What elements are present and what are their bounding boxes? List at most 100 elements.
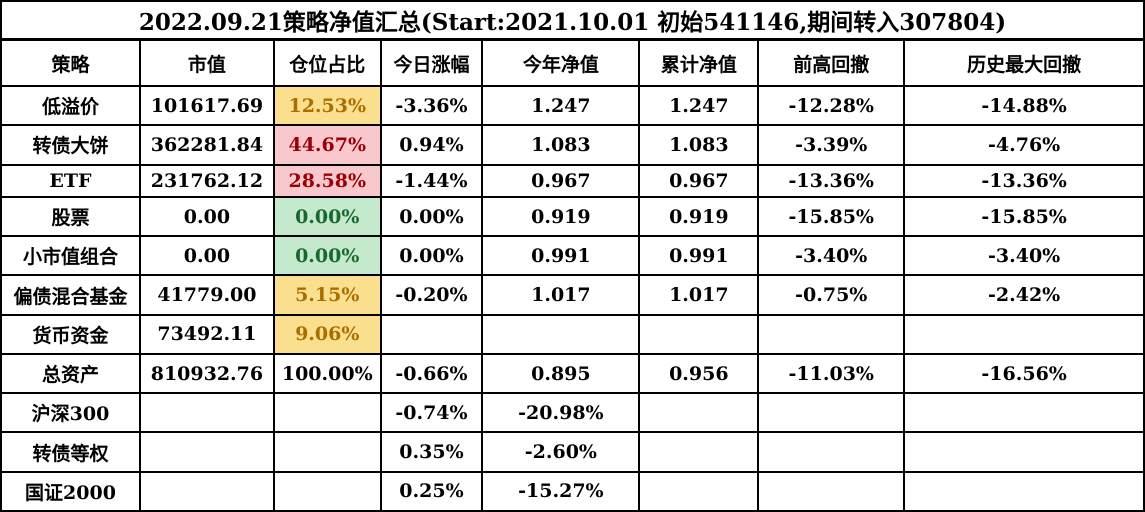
cell-max-drawdown: [903, 392, 1145, 434]
cell-ytd-nav: 0.895: [481, 352, 641, 395]
cell-max-drawdown: -2.42%: [903, 274, 1145, 316]
cell-today-change: -1.44%: [379, 163, 484, 198]
cell-position-pct: 9.06%: [272, 313, 382, 355]
cell-market-value: 73492.11: [138, 313, 275, 355]
cell-max-drawdown: -4.76%: [903, 124, 1145, 166]
cell-today-change: -3.36%: [379, 84, 484, 127]
header-row: 策略 市值 仓位占比 今日涨幅 今年净值 累计净值 前高回撤 历史最大回撤: [0, 38, 1145, 87]
cell-drawdown-from-high: [757, 392, 906, 434]
header-cumulative-nav: 累计净值: [638, 38, 760, 87]
cell-drawdown-from-high: -15.85%: [757, 195, 906, 238]
cell-position-pct: 5.15%: [272, 274, 382, 316]
cell-cumulative-nav: [638, 470, 760, 512]
cell-strategy: 低溢价: [0, 84, 141, 127]
cell-max-drawdown: -3.40%: [903, 235, 1145, 277]
cell-max-drawdown: -15.85%: [903, 195, 1145, 238]
cell-strategy: 股票: [0, 195, 141, 238]
cell-strategy: 货币资金: [0, 313, 141, 355]
sheet-title: 2022.09.21策略净值汇总(Start:2021.10.01 初始5411…: [0, 0, 1145, 41]
cell-drawdown-from-high: -13.36%: [757, 163, 906, 198]
cell-drawdown-from-high: [757, 470, 906, 512]
cell-cumulative-nav: 1.083: [638, 124, 760, 166]
cell-cumulative-nav: 0.991: [638, 235, 760, 277]
header-max-drawdown: 历史最大回撤: [903, 38, 1145, 87]
table-row: 总资产 810932.76 100.00% -0.66% 0.895 0.956…: [0, 352, 1145, 395]
cell-market-value: [138, 431, 275, 473]
cell-cumulative-nav: 1.017: [638, 274, 760, 316]
cell-strategy: 总资产: [0, 352, 141, 395]
cell-position-pct: [272, 470, 382, 512]
cell-ytd-nav: 1.083: [481, 124, 641, 166]
cell-ytd-nav: [481, 313, 641, 355]
cell-strategy: ETF: [0, 163, 141, 198]
cell-today-change: 0.00%: [379, 195, 484, 238]
cell-position-pct: 44.67%: [272, 124, 382, 166]
cell-strategy: 国证2000: [0, 470, 141, 512]
cell-position-pct: [272, 431, 382, 473]
cell-max-drawdown: [903, 313, 1145, 355]
cell-market-value: 41779.00: [138, 274, 275, 316]
cell-today-change: -0.74%: [379, 392, 484, 434]
cell-today-change: 0.25%: [379, 470, 484, 512]
cell-today-change: -0.66%: [379, 352, 484, 395]
cell-market-value: 0.00: [138, 195, 275, 238]
cell-market-value: 810932.76: [138, 352, 275, 395]
cell-position-pct: 12.53%: [272, 84, 382, 127]
table-row: 转债大饼 362281.84 44.67% 0.94% 1.083 1.083 …: [0, 124, 1145, 166]
cell-today-change: [379, 313, 484, 355]
header-market-value: 市值: [138, 38, 275, 87]
cell-max-drawdown: -14.88%: [903, 84, 1145, 127]
cell-max-drawdown: -13.36%: [903, 163, 1145, 198]
cell-position-pct: 100.00%: [272, 352, 382, 395]
cell-position-pct: 28.58%: [272, 163, 382, 198]
cell-cumulative-nav: 0.967: [638, 163, 760, 198]
title-row: 2022.09.21策略净值汇总(Start:2021.10.01 初始5411…: [0, 0, 1145, 41]
cell-ytd-nav: 1.247: [481, 84, 641, 127]
table-row: 国证2000 0.25% -15.27%: [0, 470, 1145, 512]
cell-cumulative-nav: 1.247: [638, 84, 760, 127]
cell-cumulative-nav: 0.956: [638, 352, 760, 395]
cell-position-pct: [272, 392, 382, 434]
cell-drawdown-from-high: -11.03%: [757, 352, 906, 395]
cell-market-value: [138, 470, 275, 512]
cell-ytd-nav: 1.017: [481, 274, 641, 316]
header-ytd-nav: 今年净值: [481, 38, 641, 87]
cell-today-change: 0.00%: [379, 235, 484, 277]
cell-strategy: 小市值组合: [0, 235, 141, 277]
cell-strategy: 沪深300: [0, 392, 141, 434]
cell-drawdown-from-high: -12.28%: [757, 84, 906, 127]
cell-strategy: 偏债混合基金: [0, 274, 141, 316]
table-row: 股票 0.00 0.00% 0.00% 0.919 0.919 -15.85% …: [0, 195, 1145, 238]
cell-cumulative-nav: [638, 431, 760, 473]
cell-today-change: 0.94%: [379, 124, 484, 166]
cell-max-drawdown: [903, 470, 1145, 512]
cell-drawdown-from-high: [757, 313, 906, 355]
table-row: 偏债混合基金 41779.00 5.15% -0.20% 1.017 1.017…: [0, 274, 1145, 316]
table-row: 低溢价 101617.69 12.53% -3.36% 1.247 1.247 …: [0, 84, 1145, 127]
cell-max-drawdown: -16.56%: [903, 352, 1145, 395]
cell-position-pct: 0.00%: [272, 195, 382, 238]
header-strategy: 策略: [0, 38, 141, 87]
cell-today-change: 0.35%: [379, 431, 484, 473]
cell-max-drawdown: [903, 431, 1145, 473]
cell-market-value: 0.00: [138, 235, 275, 277]
cell-drawdown-from-high: -0.75%: [757, 274, 906, 316]
cell-market-value: 101617.69: [138, 84, 275, 127]
cell-position-pct: 0.00%: [272, 235, 382, 277]
cell-cumulative-nav: [638, 313, 760, 355]
cell-ytd-nav: -20.98%: [481, 392, 641, 434]
cell-ytd-nav: -15.27%: [481, 470, 641, 512]
cell-ytd-nav: -2.60%: [481, 431, 641, 473]
cell-drawdown-from-high: -3.39%: [757, 124, 906, 166]
cell-market-value: 362281.84: [138, 124, 275, 166]
table-row: 转债等权 0.35% -2.60%: [0, 431, 1145, 473]
table-row: ETF 231762.12 28.58% -1.44% 0.967 0.967 …: [0, 163, 1145, 198]
table-row: 货币资金 73492.11 9.06%: [0, 313, 1145, 355]
cell-cumulative-nav: 0.919: [638, 195, 760, 238]
cell-drawdown-from-high: -3.40%: [757, 235, 906, 277]
cell-strategy: 转债大饼: [0, 124, 141, 166]
cell-today-change: -0.20%: [379, 274, 484, 316]
cell-ytd-nav: 0.991: [481, 235, 641, 277]
header-today-change: 今日涨幅: [379, 38, 484, 87]
